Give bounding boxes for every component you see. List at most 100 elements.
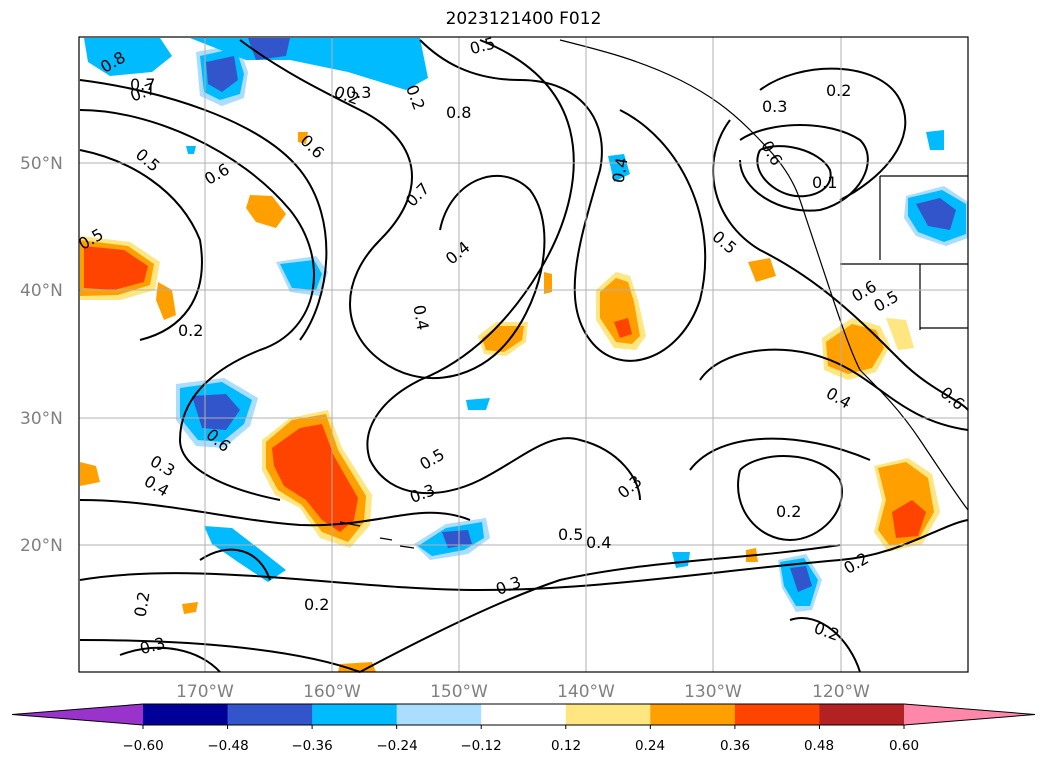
contour-line bbox=[759, 67, 907, 201]
lat-label-40n: 40°N bbox=[20, 281, 63, 301]
colorbar-tick-label: 0.48 bbox=[804, 738, 834, 754]
colorbar-segment bbox=[565, 704, 651, 725]
alaska-coast bbox=[559, 39, 801, 201]
contour-label: 0.2 bbox=[304, 595, 329, 614]
warm-anomaly bbox=[246, 195, 286, 228]
contour-line bbox=[366, 39, 641, 501]
colorbar-segment bbox=[650, 704, 736, 725]
warm-anomaly bbox=[80, 462, 100, 486]
contour-line bbox=[239, 39, 546, 380]
contour-lines bbox=[79, 39, 969, 673]
contour-line bbox=[79, 639, 361, 673]
cold-anomaly bbox=[608, 154, 630, 182]
cold-anomaly bbox=[192, 394, 240, 430]
warm-anomaly bbox=[156, 282, 176, 320]
map-frame bbox=[78, 36, 969, 673]
contour-line bbox=[359, 544, 841, 673]
warm-anomaly bbox=[892, 500, 926, 538]
contour-line bbox=[739, 124, 869, 212]
lon-label-140w: 140°W bbox=[557, 682, 615, 702]
colorbar-tick-label: −0.12 bbox=[460, 738, 501, 754]
cold-anomaly bbox=[280, 260, 322, 290]
lon-label-150w: 150°W bbox=[430, 682, 488, 702]
warm-anomaly bbox=[544, 272, 552, 294]
cold-anomaly bbox=[672, 552, 690, 568]
colorbar-tick-label: 0.12 bbox=[551, 738, 581, 754]
contour-line bbox=[789, 617, 861, 673]
warm-anomaly bbox=[182, 602, 198, 614]
warm-anomaly bbox=[886, 318, 914, 350]
contour-label: 0.2 bbox=[130, 590, 153, 618]
coastlines bbox=[339, 39, 969, 549]
colorbar-tick-label: −0.60 bbox=[122, 738, 163, 754]
contour-line bbox=[712, 119, 969, 411]
cold-anomaly bbox=[206, 56, 238, 92]
map-area bbox=[79, 37, 968, 672]
lon-label-160w: 160°W bbox=[303, 682, 361, 702]
warm-anomaly bbox=[84, 246, 148, 290]
graticule bbox=[79, 37, 968, 672]
state-border bbox=[840, 175, 968, 329]
colorbar-tick-label: 0.24 bbox=[635, 738, 665, 754]
contour-line bbox=[419, 39, 707, 362]
lat-label-30n: 30°N bbox=[20, 409, 63, 429]
contour-line bbox=[737, 455, 843, 542]
contour-label: 0.2 bbox=[178, 321, 203, 340]
cold-anomaly bbox=[790, 566, 812, 592]
cold-anomaly bbox=[926, 130, 944, 150]
contour-label: 0.4 bbox=[409, 303, 432, 331]
lon-label-170w: 170°W bbox=[176, 682, 234, 702]
contour-label: 0.2 bbox=[826, 81, 851, 100]
state-border bbox=[879, 176, 921, 330]
contour-line bbox=[79, 149, 203, 341]
lon-label-120w: 120°W bbox=[812, 682, 870, 702]
contour-label: 0.4 bbox=[586, 533, 611, 552]
cold-anomaly bbox=[442, 530, 472, 548]
contour-label: 0.3 bbox=[346, 83, 371, 102]
warm-anomaly bbox=[748, 258, 776, 282]
cold-anomaly bbox=[916, 198, 956, 230]
contour-line bbox=[689, 437, 871, 471]
cold-anomaly bbox=[84, 38, 172, 76]
colorbar-extend-max bbox=[904, 704, 1035, 725]
colorbar-segment bbox=[227, 704, 313, 725]
colorbar-tick-label: 0.36 bbox=[720, 738, 750, 754]
colorbar-extend-min bbox=[12, 704, 143, 725]
colorbar-segment bbox=[396, 704, 482, 725]
lat-label-50n: 50°N bbox=[20, 154, 63, 174]
map-title: 2023121400 F012 bbox=[445, 9, 602, 29]
colorbar-segment bbox=[312, 704, 398, 725]
cold-anomaly bbox=[466, 398, 490, 410]
lon-label-130w: 130°W bbox=[684, 682, 742, 702]
contour-label: 0.1 bbox=[812, 173, 837, 192]
hawaii-islands bbox=[339, 521, 415, 549]
colorbar-tick-label: 0.60 bbox=[889, 738, 919, 754]
colorbar-segment bbox=[481, 704, 567, 725]
cold-anomaly bbox=[248, 38, 290, 60]
contour-label: 0.4 bbox=[608, 156, 631, 184]
contour-line bbox=[756, 145, 832, 198]
contour-line bbox=[699, 348, 969, 431]
colorbar-tick-label: −0.24 bbox=[376, 738, 417, 754]
contour-label: 0.2 bbox=[776, 502, 801, 521]
contour-line bbox=[79, 79, 328, 341]
warm-anomaly bbox=[298, 132, 308, 144]
warm-anomaly bbox=[614, 318, 632, 338]
cold-anomaly bbox=[190, 38, 428, 90]
warm-anomaly bbox=[272, 424, 358, 532]
colorbar-segment bbox=[143, 704, 229, 725]
colorbar-tick-label: −0.48 bbox=[207, 738, 248, 754]
north-america-coast bbox=[799, 199, 969, 511]
contour-line bbox=[119, 646, 221, 673]
contour-label: 0.5 bbox=[558, 525, 583, 544]
contour-line bbox=[79, 499, 471, 527]
contour-line bbox=[79, 109, 315, 501]
colorbar bbox=[11, 703, 1036, 729]
contour-label: 0.3 bbox=[762, 97, 787, 116]
contour-label: 0.7 bbox=[130, 75, 155, 94]
colorbar-segment bbox=[819, 704, 905, 725]
colorbar-segment bbox=[734, 704, 820, 725]
colorbar-tick-labels: −0.60 −0.48 −0.36 −0.24 −0.12 0.12 0.24 … bbox=[122, 738, 919, 754]
cold-anomaly bbox=[186, 146, 196, 154]
